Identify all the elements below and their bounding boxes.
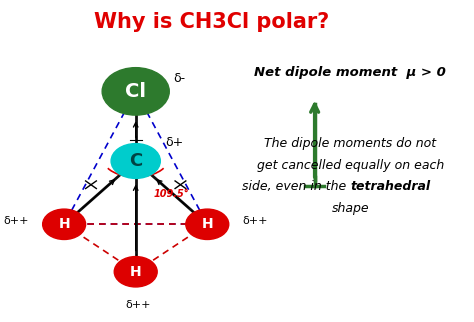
Text: shape: shape [332, 202, 369, 215]
Circle shape [43, 209, 86, 240]
Text: H: H [130, 265, 142, 279]
Text: H: H [58, 217, 70, 231]
Text: δ-: δ- [174, 72, 186, 85]
Circle shape [102, 68, 169, 115]
Text: get cancelled equally on each: get cancelled equally on each [257, 159, 444, 172]
Text: 109.5°: 109.5° [154, 189, 189, 200]
Text: The dipole moments do not: The dipole moments do not [264, 137, 437, 150]
Text: δ++: δ++ [4, 216, 29, 226]
Text: Why is CH3Cl polar?: Why is CH3Cl polar? [94, 12, 329, 32]
Text: H: H [201, 217, 213, 231]
Circle shape [111, 144, 160, 178]
Text: δ++: δ++ [125, 299, 151, 309]
Text: C: C [129, 152, 142, 170]
Text: Net dipole moment  μ > 0: Net dipole moment μ > 0 [255, 66, 447, 79]
Text: side, even in the: side, even in the [242, 180, 350, 193]
Text: Cl: Cl [125, 82, 146, 101]
Text: δ+: δ+ [165, 136, 183, 148]
Text: δ++: δ++ [242, 216, 268, 226]
Circle shape [114, 257, 157, 287]
Text: tetrahedral: tetrahedral [350, 180, 430, 193]
Circle shape [186, 209, 229, 240]
